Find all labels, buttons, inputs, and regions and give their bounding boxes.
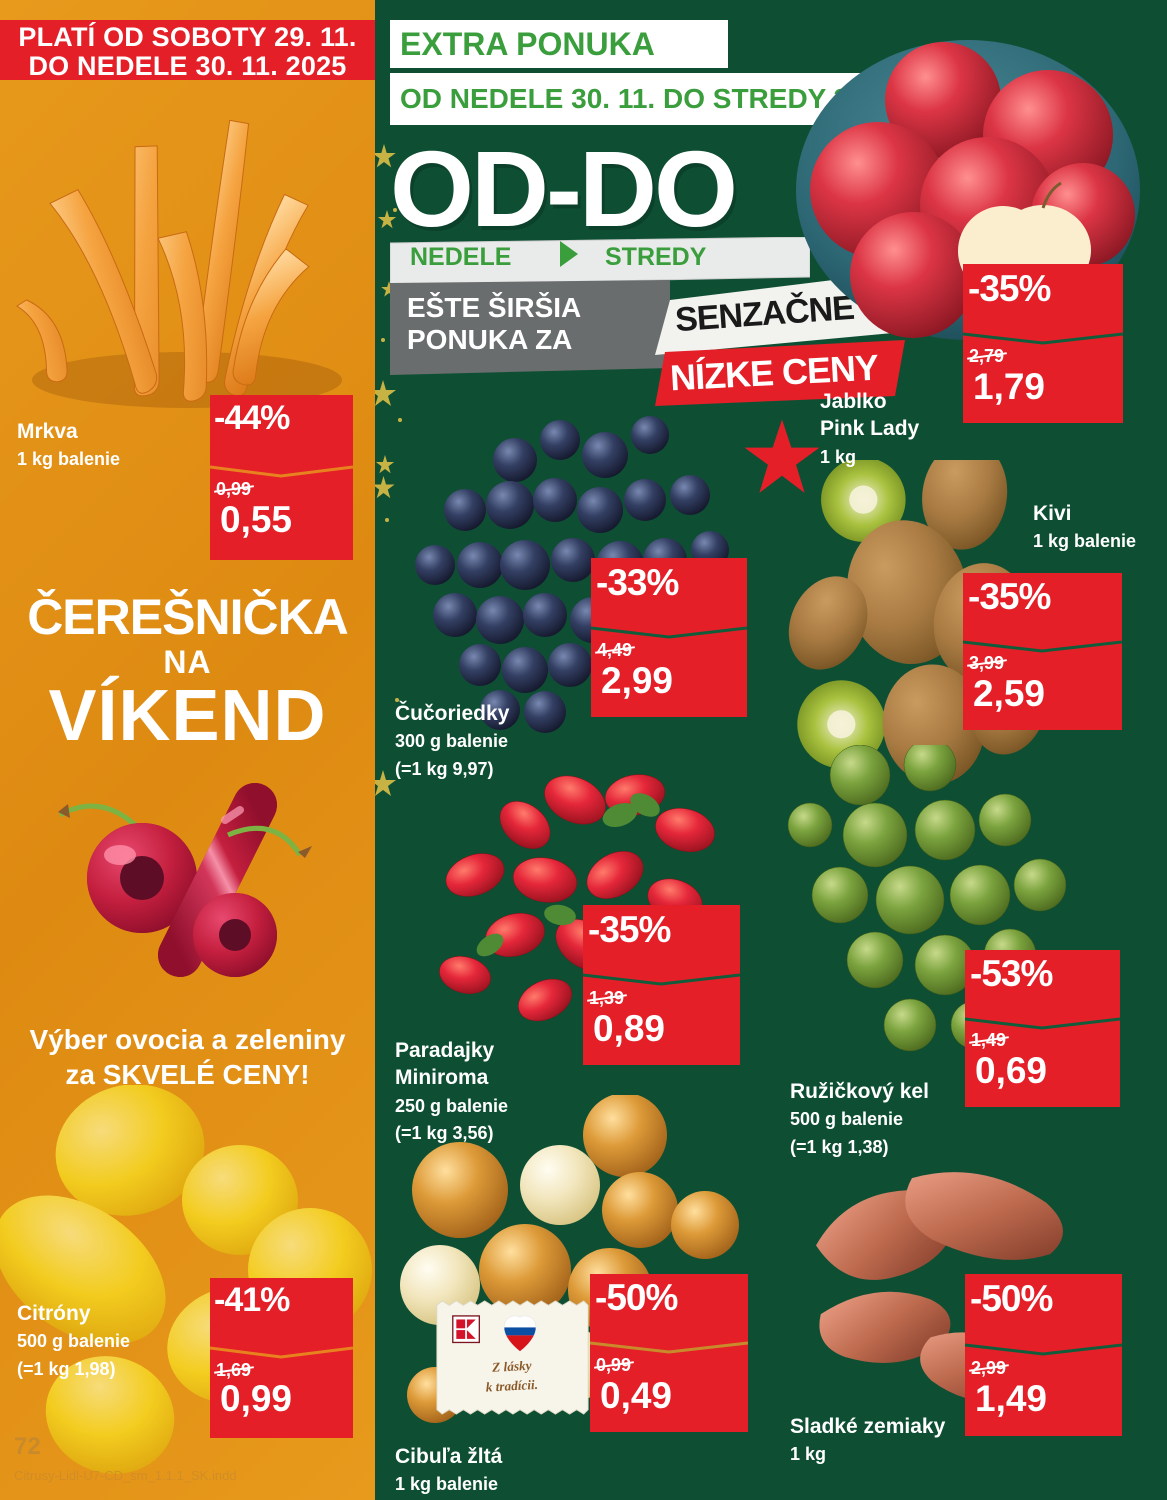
svg-text:Z lásky: Z lásky (491, 1358, 532, 1375)
svg-text:k tradícii.: k tradícii. (485, 1377, 538, 1395)
